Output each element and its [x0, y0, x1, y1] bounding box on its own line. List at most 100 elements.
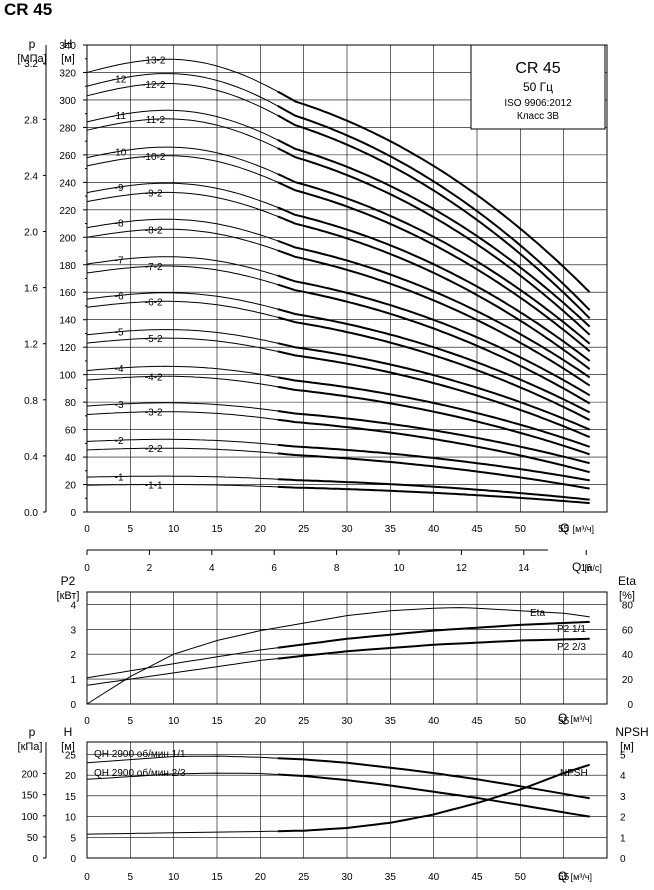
- power-y-tick: 3: [70, 625, 76, 636]
- qh-x-tick: 5: [128, 872, 134, 883]
- qh-x-tick: 35: [385, 872, 397, 883]
- head-curve-label: -2-2: [145, 444, 163, 455]
- q-ls-tick: 2: [147, 563, 153, 574]
- info-box-title: CR 45: [515, 60, 560, 77]
- head-curve-9: [86, 182, 278, 208]
- head-curve-3: [86, 402, 278, 412]
- power-y-tick: 1: [70, 675, 76, 686]
- power-x-tick: 35: [385, 716, 397, 727]
- p-mpa-unit: [МПа]: [17, 53, 46, 65]
- head-curve-9-2-operating: [277, 215, 591, 370]
- eta-label: Eta: [530, 608, 545, 619]
- head-x-tick: 5: [128, 524, 134, 535]
- info-box-standard: ISO 9906:2012: [504, 98, 572, 109]
- eta-axis-unit: [%]: [619, 590, 635, 602]
- head-curve-5-2: [86, 337, 278, 352]
- q-ls-tick: 12: [456, 563, 468, 574]
- head-curve-10-operating: [277, 173, 591, 345]
- head-curve-label: -9-2: [145, 189, 163, 200]
- head-curve-6-2: [86, 300, 278, 318]
- eta-tick: 80: [622, 600, 634, 611]
- head-curve-label: -12-2: [142, 80, 166, 91]
- head-y-tick: 100: [59, 371, 76, 382]
- head-curve-1-1: [86, 484, 278, 488]
- head-curve-2-operating: [277, 443, 590, 482]
- head-x-tick: 55: [558, 524, 570, 535]
- head-curve-label: -1: [115, 473, 124, 484]
- head-curve-label: -4: [115, 364, 124, 375]
- power-axis-title: P2: [61, 574, 76, 588]
- power-y-tick: 0: [70, 700, 76, 711]
- power-y-tick: 4: [70, 600, 76, 611]
- head-x-tick: 50: [515, 524, 527, 535]
- head-y-tick: 200: [59, 233, 76, 244]
- p-mpa-tick: 2.8: [24, 115, 38, 126]
- head-curve-label: -11: [112, 111, 126, 122]
- curve-QH-2900-об-мин-1-1: [86, 755, 278, 764]
- q-ls-unit: Q [л/с]: [572, 560, 602, 574]
- head-y-tick: 300: [59, 96, 76, 107]
- head-curve-10-2: [86, 155, 278, 183]
- q-ls-tick: 0: [84, 563, 90, 574]
- head-curve-label: -8: [115, 219, 124, 230]
- head-axis-unit: [м]: [61, 53, 75, 65]
- qh-x-unit: Q [м³/ч]: [558, 869, 592, 883]
- q-ls-tick: 16: [581, 563, 593, 574]
- head-curve-label: -8-2: [145, 225, 163, 236]
- head-curve-3-2-operating: [277, 418, 590, 474]
- head-curve-8: [86, 218, 278, 242]
- head-axis-title: H: [64, 37, 73, 51]
- p-mpa-tick: 0.8: [24, 396, 38, 407]
- npsh-tick: 1: [620, 833, 626, 844]
- qh-x-tick: 10: [168, 872, 180, 883]
- p-mpa-tick: 2.0: [24, 228, 38, 239]
- qh-x-tick: 40: [428, 872, 440, 883]
- head-curve-4-2-operating: [277, 385, 591, 456]
- curve-P2-2-3: [86, 658, 278, 686]
- q-ls-tick: 8: [334, 563, 340, 574]
- power-x-tick: 10: [168, 716, 180, 727]
- p-mpa-tick: 1.6: [24, 284, 38, 295]
- power-x-tick: 55: [558, 716, 570, 727]
- head-x-tick: 35: [385, 524, 397, 535]
- qh-y-tick: 10: [65, 813, 77, 824]
- qh-x-tick: 15: [211, 872, 223, 883]
- head-curve-label: -1-1: [145, 480, 163, 491]
- head-curve-7: [86, 256, 278, 277]
- head-curve-label: -10: [112, 147, 127, 158]
- p-mpa-tick: 0.4: [24, 452, 38, 463]
- p-kpa-tick: 0: [32, 854, 38, 865]
- head-x-tick: 0: [84, 524, 90, 535]
- page-title: CR 45: [4, 0, 53, 19]
- qh-x-tick: 55: [558, 872, 570, 883]
- head-x-unit: Q [м³/ч]: [560, 521, 594, 535]
- head-curve-12: [86, 73, 278, 107]
- head-y-tick: 260: [59, 151, 76, 162]
- power-axis-unit: [кВт]: [57, 590, 80, 602]
- head-curve-10-2-operating: [277, 181, 591, 353]
- p-kpa-unit: [кПа]: [18, 741, 43, 753]
- npsh-axis-title: NPSH: [615, 725, 648, 739]
- head-curve-12-2-operating: [277, 114, 591, 320]
- p-mpa-tick: 0.0: [24, 508, 38, 519]
- head-curve-label: -12: [112, 75, 127, 86]
- head-curve-8-2-operating: [277, 249, 591, 387]
- head-x-tick: 25: [298, 524, 310, 535]
- qh-x-tick: 20: [255, 872, 267, 883]
- head-curve-label: -13-2: [142, 56, 166, 67]
- q-ls-tick: 14: [518, 563, 530, 574]
- head-curve-label: -5-2: [145, 334, 163, 345]
- power-x-tick: 15: [211, 716, 223, 727]
- head-curve-6-operating: [277, 308, 591, 414]
- qh-2-3-label: QH 2900 об/мин 2/3: [94, 767, 186, 779]
- head-y-tick: 60: [65, 426, 77, 437]
- curve-QH-2900-об-мин-1-1-operating: [277, 757, 590, 800]
- head-curve-2-2-operating: [277, 452, 590, 490]
- curve-P2-1-1: [86, 647, 278, 679]
- head-y-tick: 340: [59, 41, 76, 52]
- head-y-tick: 40: [65, 453, 77, 464]
- head-curve-2-2: [86, 447, 278, 454]
- curve-QH-2900-об-мин-2-3-operating: [277, 773, 590, 818]
- head-curve-8-operating: [277, 239, 591, 379]
- qh-y-tick: 5: [70, 833, 76, 844]
